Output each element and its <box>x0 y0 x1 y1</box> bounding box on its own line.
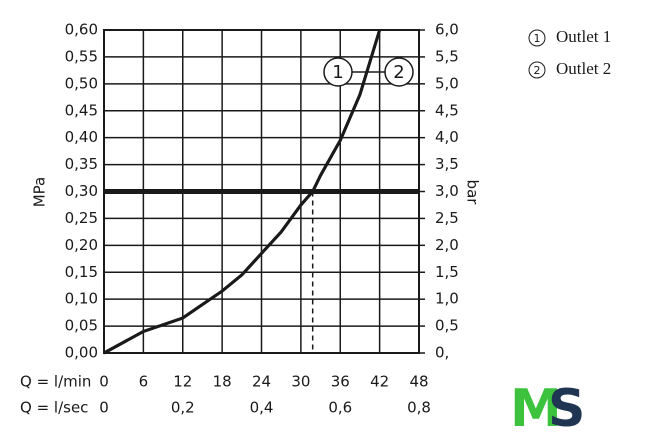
x2-tick-label: 0 <box>99 399 109 417</box>
x2-tick-label: 0,6 <box>328 399 352 417</box>
y2-tick-label: 4,0 <box>435 128 459 146</box>
y2-tick-label: 5,0 <box>435 74 459 92</box>
legend-marker-label: 1 <box>534 32 541 45</box>
y2-tick-label: 0, <box>435 344 449 362</box>
y-tick-label: 0,50 <box>65 74 98 92</box>
annotation-circle <box>323 57 353 87</box>
x-tick-label: 48 <box>409 373 428 391</box>
x2-axis-label: Q = l/sec <box>20 399 88 417</box>
x-tick-label: 42 <box>370 373 389 391</box>
y-tick-label: 0,15 <box>65 263 98 281</box>
y-tick-label: 0,45 <box>65 101 98 119</box>
y-tick-label: 0,60 <box>65 21 98 39</box>
logo-s: S <box>548 379 585 439</box>
annotation-label: 2 <box>393 62 404 83</box>
legend-marker <box>528 61 546 79</box>
x-tick-label: 24 <box>252 373 271 391</box>
y2-tick-label: 3,5 <box>435 155 459 173</box>
y-tick-label: 0,55 <box>65 47 98 65</box>
y2-tick-label: 1,5 <box>435 263 459 281</box>
x-tick-label: 0 <box>99 373 109 391</box>
curve <box>103 29 382 355</box>
y2-tick-label: 2,0 <box>435 236 459 254</box>
y-tick-label: 0,05 <box>65 317 98 335</box>
legend-marker-label: 2 <box>534 64 541 77</box>
x2-tick-label: 0,2 <box>171 399 195 417</box>
y2-axis-label: bar <box>464 180 482 206</box>
x-tick-label: 12 <box>173 373 192 391</box>
x-tick-label: 6 <box>139 373 149 391</box>
y-axis-label: MPa <box>31 177 49 208</box>
y2-tick-label: 6,0 <box>435 21 459 39</box>
x-tick-label: 36 <box>331 373 350 391</box>
y2-tick-label: 5,5 <box>435 47 459 65</box>
x2-tick-label: 0,8 <box>407 399 431 417</box>
y-tick-label: 0,10 <box>65 290 98 308</box>
y2-tick-label: 3,0 <box>435 182 459 200</box>
legend-marker <box>528 29 546 47</box>
x-tick-label: 18 <box>213 373 232 391</box>
legend-label: Outlet 2 <box>556 59 611 78</box>
annotation-circle <box>384 57 414 87</box>
logo-m: M <box>510 379 558 439</box>
y-tick-label: 0,25 <box>65 209 98 227</box>
y2-tick-label: 1,0 <box>435 290 459 308</box>
y-tick-label: 0,00 <box>65 344 98 362</box>
legend-label: Outlet 1 <box>556 27 611 46</box>
y-tick-label: 0,20 <box>65 236 98 254</box>
y2-tick-label: 4,5 <box>435 101 459 119</box>
y-tick-label: 0,40 <box>65 128 98 146</box>
y2-tick-label: 0,5 <box>435 317 459 335</box>
annotation-label: 1 <box>332 62 343 83</box>
x-axis-label: Q = l/min <box>20 373 91 391</box>
x2-tick-label: 0,4 <box>250 399 274 417</box>
y-tick-label: 0,30 <box>65 182 98 200</box>
y2-tick-label: 2,5 <box>435 209 459 227</box>
x-tick-label: 30 <box>291 373 310 391</box>
y-tick-label: 0,35 <box>65 155 98 173</box>
